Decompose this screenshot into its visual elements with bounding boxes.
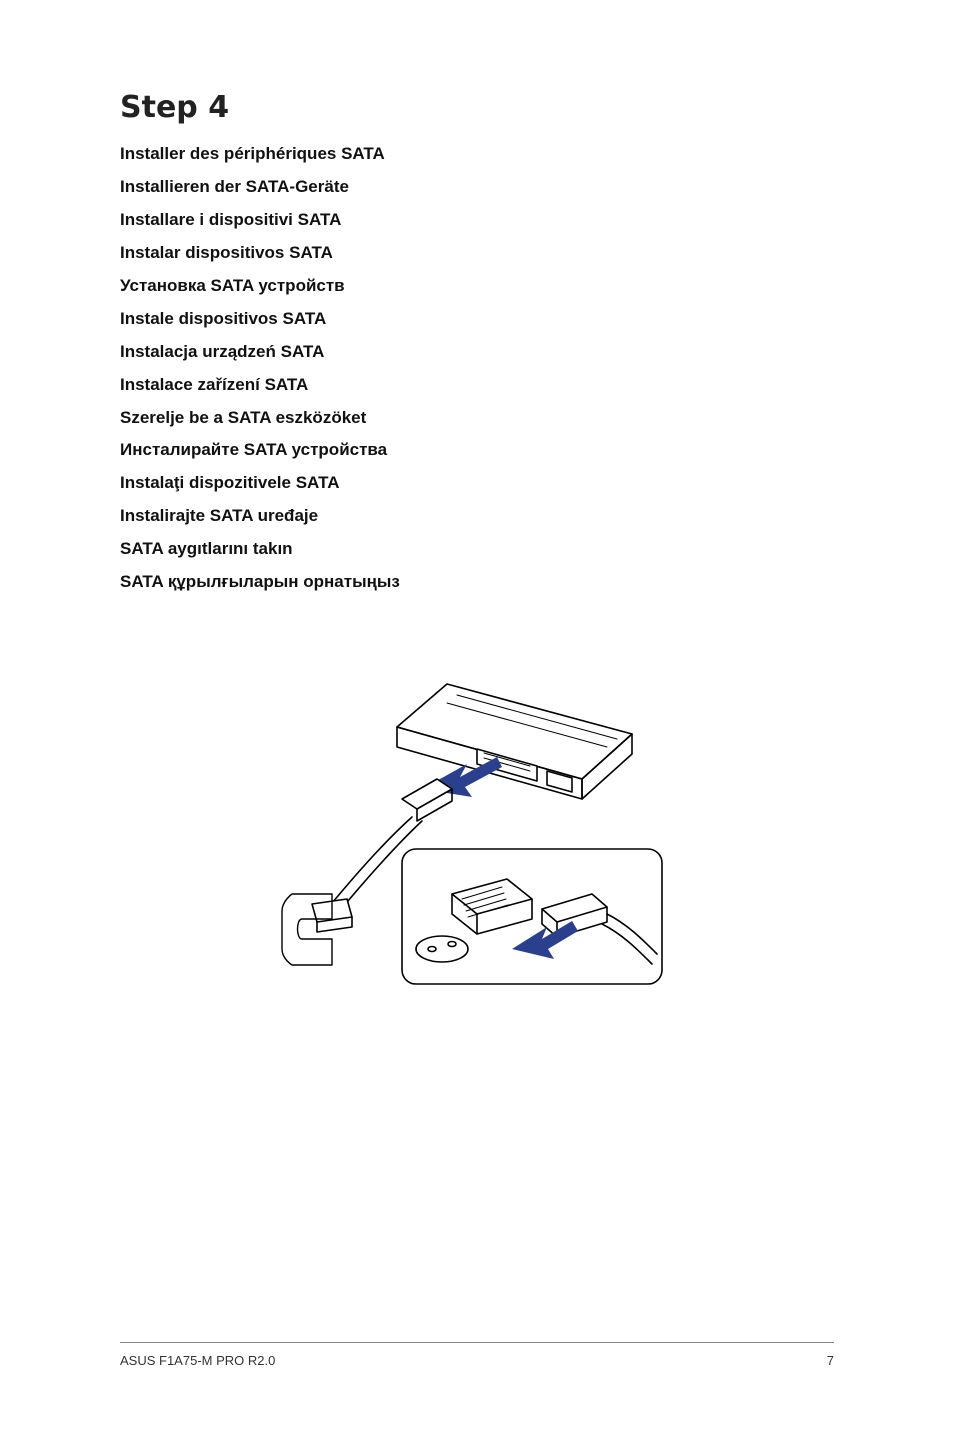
instruction-line: Instalirajte SATA uređaje xyxy=(120,505,834,528)
instruction-line: Instalaţi dispozitivele SATA xyxy=(120,472,834,495)
instruction-line: Instalace zařízení SATA xyxy=(120,374,834,397)
diagram-container xyxy=(120,649,834,989)
instruction-line: Installieren der SATA-Geräte xyxy=(120,176,834,199)
instruction-line: Instalar dispositivos SATA xyxy=(120,242,834,265)
footer-product: ASUS F1A75-M PRO R2.0 xyxy=(120,1353,275,1368)
instruction-line: SATA құрылғыларын орнатыңыз xyxy=(120,571,834,594)
instruction-line: Instale dispositivos SATA xyxy=(120,308,834,331)
instruction-line: Szerelje be a SATA eszközöket xyxy=(120,407,834,430)
instruction-line: Instalacja urządzeń SATA xyxy=(120,341,834,364)
footer-page-number: 7 xyxy=(827,1353,834,1368)
step-heading: Step 4 xyxy=(120,90,834,125)
page-footer: ASUS F1A75-M PRO R2.0 7 xyxy=(120,1342,834,1368)
instruction-line: Installare i dispositivi SATA xyxy=(120,209,834,232)
instruction-line: Installer des périphériques SATA xyxy=(120,143,834,166)
instruction-line: Установка SATA устройств xyxy=(120,275,834,298)
instruction-line: Инсталирайте SATA устройства xyxy=(120,439,834,462)
instruction-list: Installer des périphériques SATA Install… xyxy=(120,143,834,594)
instruction-line: SATA aygıtlarını takın xyxy=(120,538,834,561)
sata-install-diagram xyxy=(272,649,682,989)
